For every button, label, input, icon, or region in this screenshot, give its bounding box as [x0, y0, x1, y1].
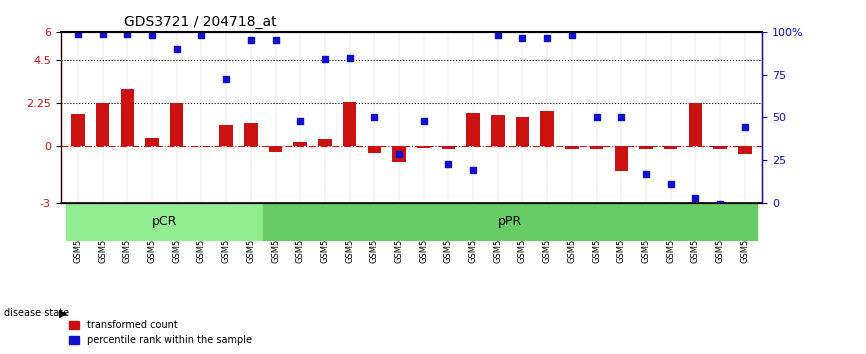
- Bar: [96, 103, 109, 146]
- Bar: [343, 102, 357, 146]
- Bar: [417, 146, 430, 148]
- Bar: [565, 146, 578, 149]
- Bar: [219, 125, 233, 146]
- Bar: [738, 146, 752, 154]
- Point: [688, 195, 702, 201]
- Point: [392, 152, 406, 157]
- Bar: [367, 146, 381, 153]
- Point: [170, 46, 184, 52]
- Point: [268, 38, 282, 43]
- Bar: [590, 146, 604, 149]
- Bar: [639, 146, 653, 149]
- Point: [367, 114, 381, 120]
- Point: [244, 38, 258, 43]
- Point: [614, 114, 628, 120]
- Bar: [466, 113, 480, 146]
- Point: [318, 57, 332, 62]
- Point: [95, 31, 109, 36]
- Bar: [688, 103, 702, 146]
- Point: [145, 32, 159, 38]
- Bar: [120, 89, 134, 146]
- Point: [219, 76, 233, 82]
- Text: ▶: ▶: [59, 308, 68, 318]
- Point: [442, 161, 456, 167]
- Bar: [263, 203, 757, 241]
- Point: [540, 35, 554, 40]
- Point: [417, 118, 430, 124]
- Point: [195, 32, 209, 38]
- Point: [343, 56, 357, 61]
- Point: [491, 32, 505, 38]
- Bar: [170, 103, 184, 146]
- Bar: [145, 138, 158, 146]
- Bar: [664, 146, 677, 149]
- Text: disease state: disease state: [4, 308, 69, 318]
- Point: [294, 118, 307, 124]
- Point: [120, 31, 134, 36]
- Text: pPR: pPR: [498, 215, 522, 228]
- Bar: [392, 146, 406, 162]
- Bar: [714, 146, 727, 149]
- Bar: [71, 114, 85, 146]
- Point: [714, 201, 727, 206]
- Bar: [66, 203, 263, 241]
- Point: [590, 114, 604, 120]
- Point: [663, 181, 677, 187]
- Point: [565, 32, 578, 38]
- Bar: [318, 139, 332, 146]
- Bar: [491, 115, 505, 146]
- Bar: [615, 146, 628, 171]
- Bar: [268, 146, 282, 153]
- Bar: [516, 117, 529, 146]
- Point: [738, 124, 752, 130]
- Text: pCR: pCR: [152, 215, 177, 228]
- Text: GDS3721 / 204718_at: GDS3721 / 204718_at: [124, 16, 276, 29]
- Bar: [442, 146, 456, 149]
- Bar: [540, 111, 554, 146]
- Point: [639, 171, 653, 177]
- Point: [466, 167, 480, 172]
- Bar: [244, 123, 257, 146]
- Legend: transformed count, percentile rank within the sample: transformed count, percentile rank withi…: [66, 316, 255, 349]
- Point: [515, 35, 529, 40]
- Point: [71, 31, 85, 36]
- Bar: [294, 142, 307, 146]
